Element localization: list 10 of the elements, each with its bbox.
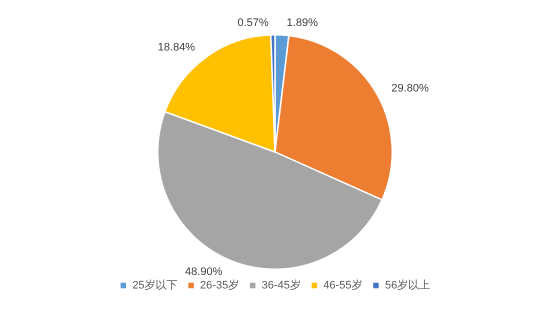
data-label: 0.57%: [237, 16, 269, 29]
legend-label: 25岁以下: [132, 278, 178, 292]
data-label: 18.84%: [158, 41, 196, 54]
legend-label: 46-55岁: [323, 280, 362, 292]
data-label: 29.80%: [391, 82, 429, 94]
legend-label: 56岁以上: [384, 278, 430, 292]
data-label: 48.90%: [185, 266, 223, 278]
data-label: 1.89%: [286, 17, 318, 30]
legend-label: 26-35岁: [200, 280, 240, 292]
legend-label: 36-45岁: [262, 280, 301, 292]
